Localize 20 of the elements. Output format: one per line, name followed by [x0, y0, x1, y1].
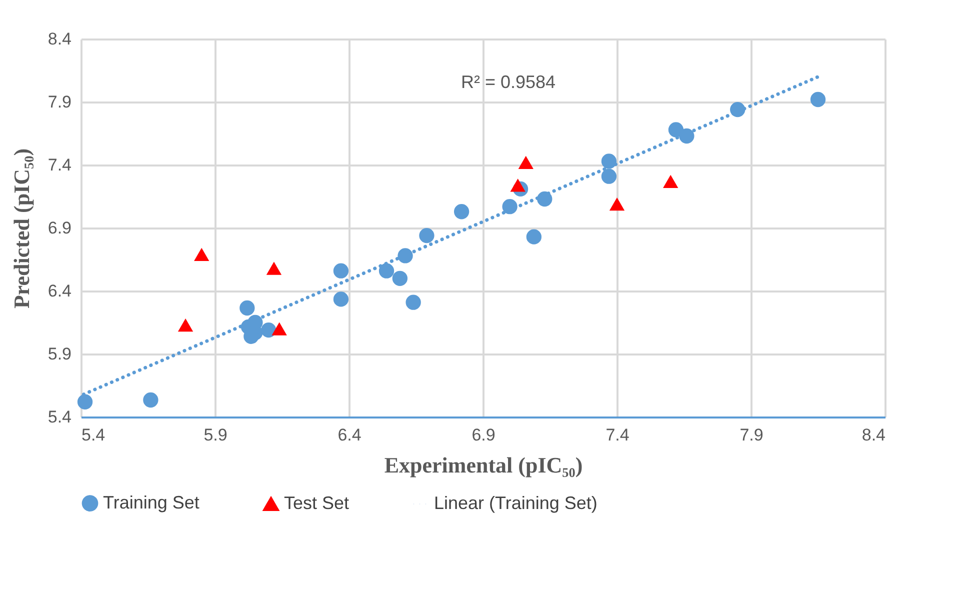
y-axis-title: Predicted (pIC₅₀): [8, 148, 34, 309]
x-tick-label: 5.9: [204, 426, 228, 444]
legend-label: Training Set: [103, 492, 200, 512]
x-axis-title: Experimental (pIC₅₀): [384, 452, 583, 478]
y-tick-label: 6.9: [48, 218, 72, 238]
y-tick-label: 5.4: [48, 408, 72, 426]
x-tick-label: 5.4: [82, 426, 106, 444]
y-tick-label: 7.4: [48, 156, 72, 174]
y-tick-label: 6.4: [48, 282, 72, 300]
x-tick-label: 7.9: [740, 426, 764, 444]
x-tick-label: 6.9: [472, 426, 496, 444]
legend-label: Linear (Training Set): [434, 493, 598, 513]
x-tick-label: 8.4: [862, 426, 886, 444]
y-tick-label: 7.9: [48, 92, 72, 112]
annotation: R² = 0.9584: [461, 72, 556, 92]
x-tick-label: 6.4: [338, 426, 362, 444]
legend-label: Test Set: [284, 492, 350, 513]
y-tick-label: 8.4: [48, 30, 72, 48]
y-tick-label: 5.9: [48, 344, 72, 364]
x-tick-label: 7.4: [606, 426, 630, 444]
